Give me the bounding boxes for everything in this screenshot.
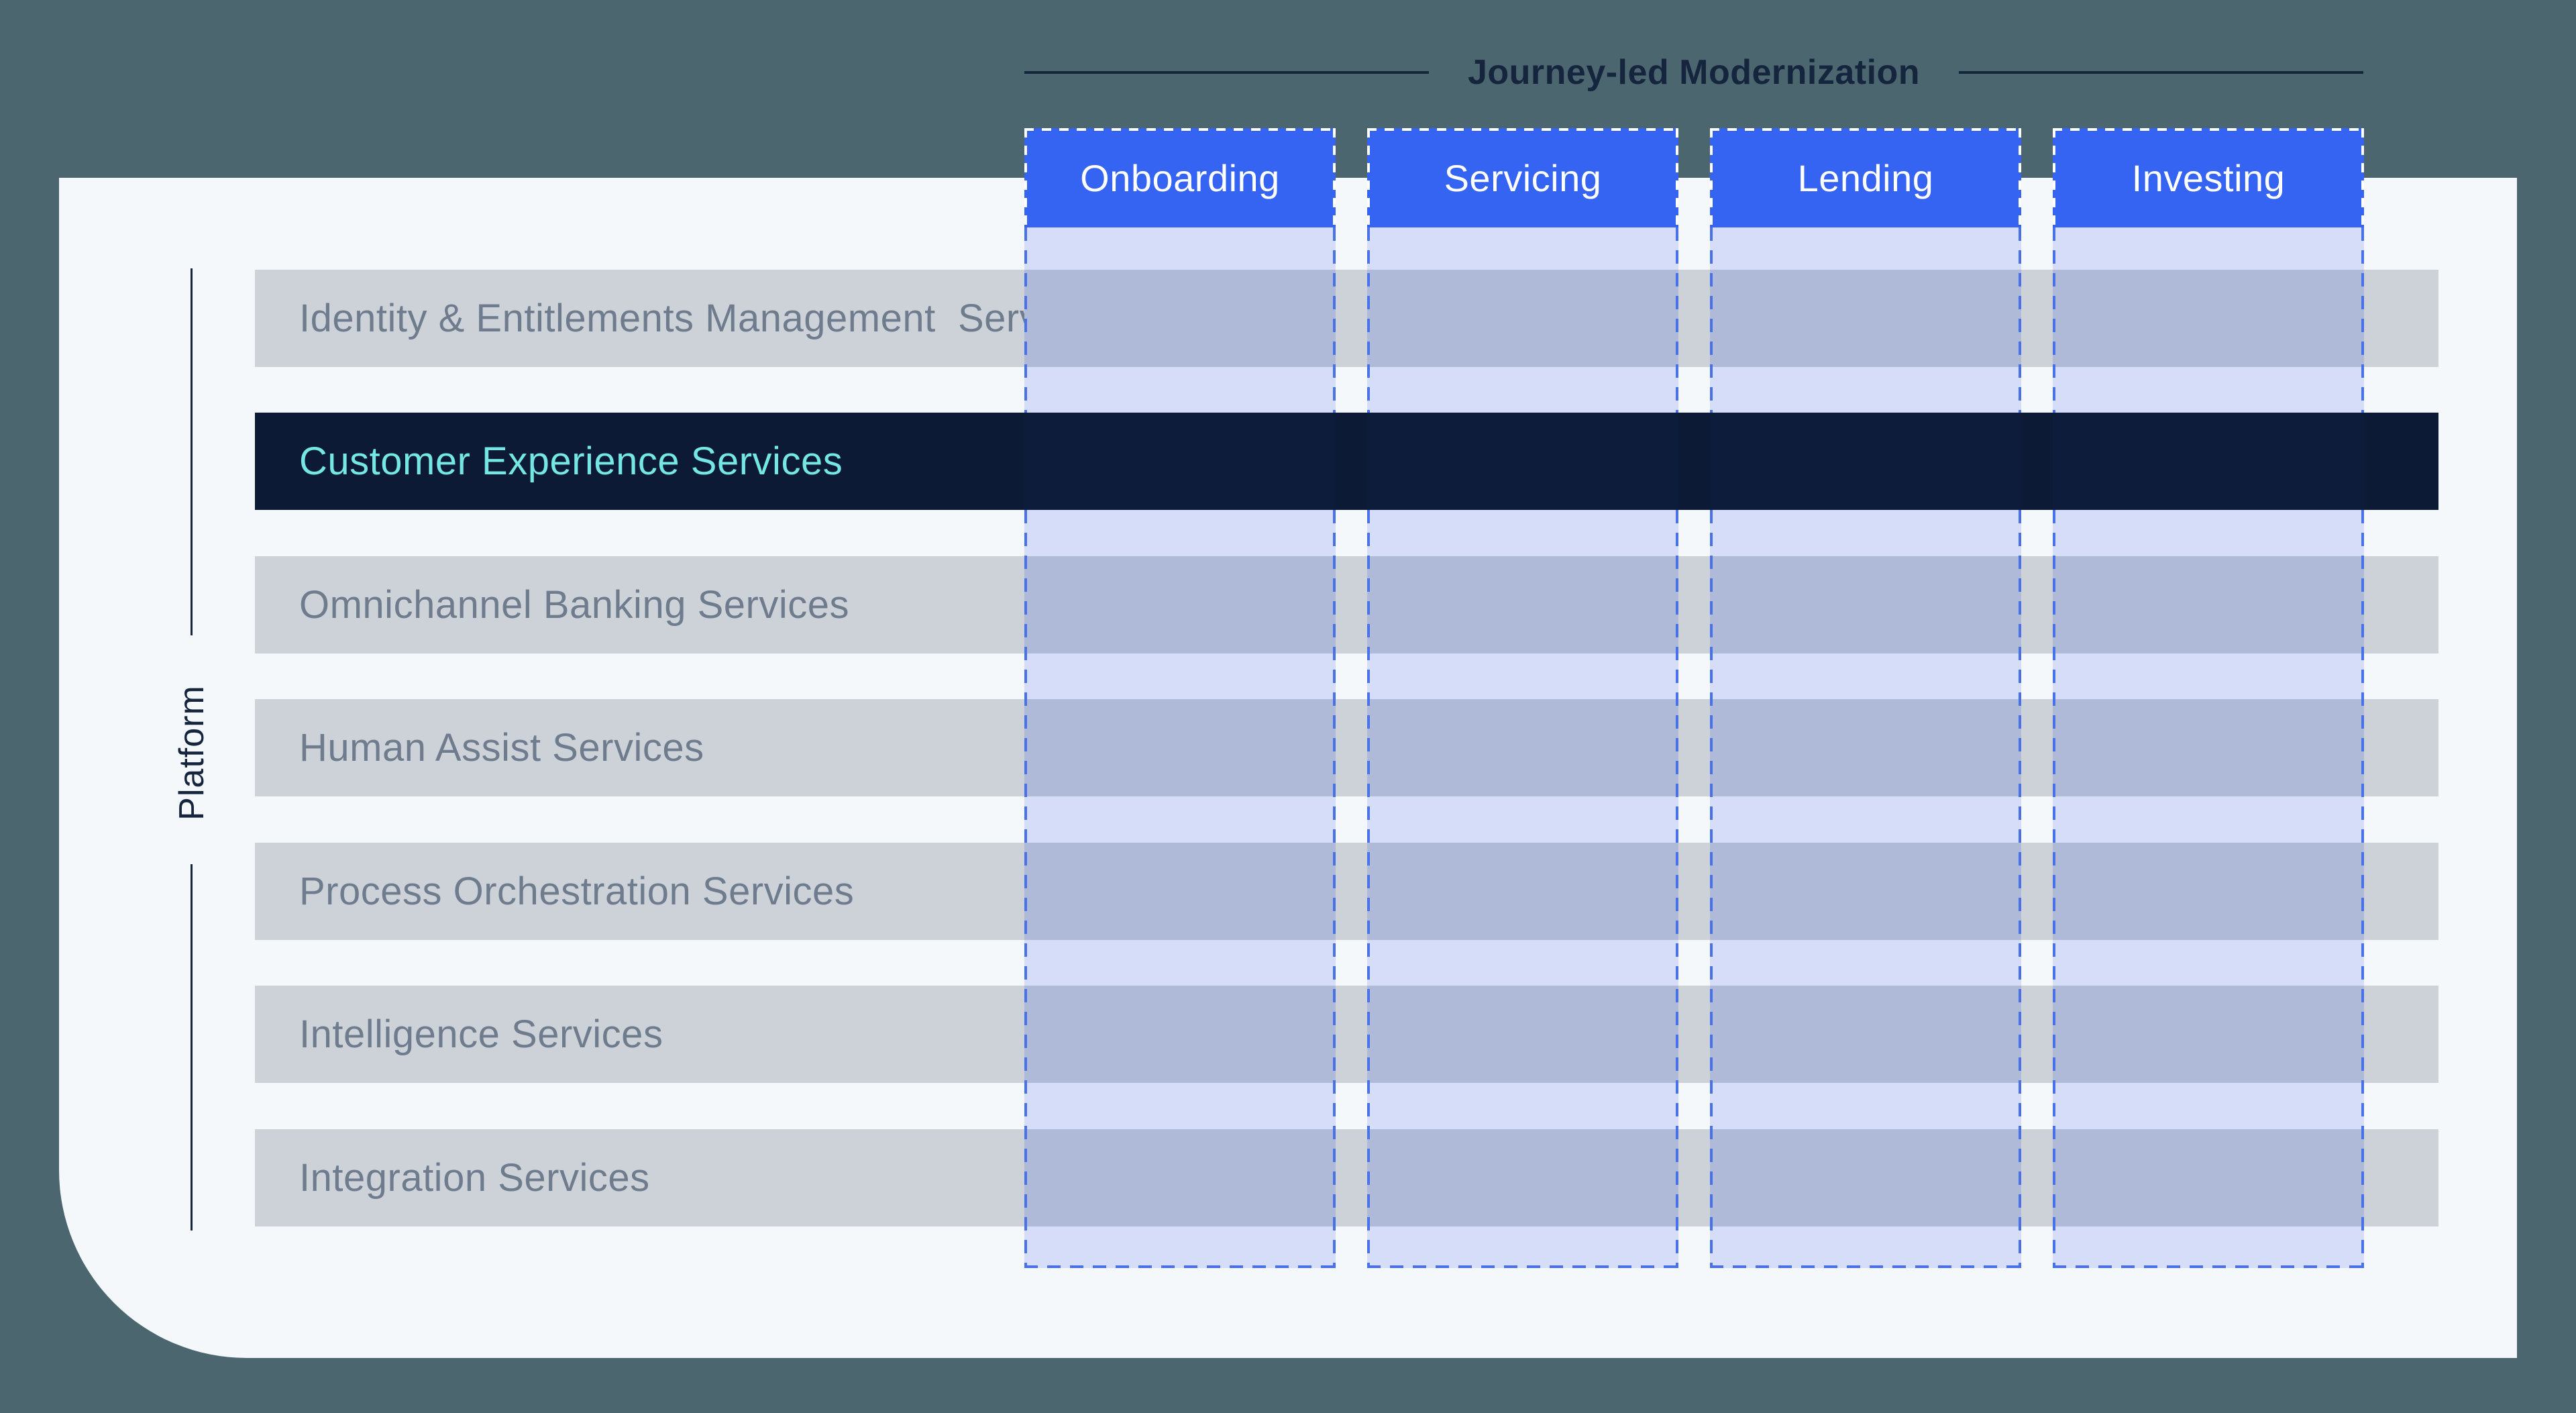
- column-stripe: [1367, 843, 1678, 940]
- column-stripe: [1024, 1129, 1336, 1226]
- journey-column-header: Servicing: [1367, 128, 1678, 227]
- service-row-label: Omnichannel Banking Services: [299, 583, 849, 627]
- header-dash-right: [2361, 128, 2364, 227]
- column-dash-bottom: [1367, 1265, 1678, 1268]
- column-dash-vertical: [1333, 510, 1336, 1268]
- column-stripe: [1710, 556, 2021, 653]
- column-dash-vertical: [2019, 227, 2021, 413]
- header-dash-left: [1710, 128, 1713, 227]
- column-stripe: [1710, 1129, 2021, 1226]
- column-dash-vertical: [2053, 227, 2055, 413]
- column-stripe: [1367, 556, 1678, 653]
- platform-label: Platform: [172, 685, 211, 821]
- service-row-label: Intelligence Services: [299, 1012, 663, 1056]
- service-row-label: Process Orchestration Services: [299, 870, 855, 913]
- column-stripe: [1024, 986, 1336, 1083]
- column-dash-vertical: [2361, 510, 2364, 1268]
- header-dash-left: [1367, 128, 1370, 227]
- journey-column-header: Investing: [2053, 128, 2364, 227]
- column-stripe: [2053, 270, 2364, 367]
- header-dash-left: [2053, 128, 2055, 227]
- service-row-label: Identity & Entitlements Management Servi…: [299, 297, 1110, 340]
- column-stripe: [1710, 270, 2021, 367]
- column-stripe: [1710, 986, 2021, 1083]
- journey-column-header-label: Investing: [2131, 156, 2286, 199]
- column-stripe: [1024, 556, 1336, 653]
- column-dash-vertical: [2053, 510, 2055, 1268]
- journey-title: Journey-led Modernization: [1467, 53, 1921, 92]
- column-stripe: [1367, 270, 1678, 367]
- column-stripe: [1024, 413, 1336, 510]
- journey-title-group: Journey-led Modernization: [1024, 52, 2364, 93]
- column-stripe: [2053, 1129, 2364, 1226]
- column-stripe: [1024, 843, 1336, 940]
- column-stripe: [2053, 413, 2364, 510]
- column-dash-vertical: [1676, 510, 1678, 1268]
- column-stripe: [1710, 699, 2021, 796]
- column-stripe: [1024, 270, 1336, 367]
- column-dash-vertical: [1710, 510, 1713, 1268]
- column-stripe: [1367, 699, 1678, 796]
- header-dash-right: [1676, 128, 1678, 227]
- header-dash-top: [2053, 128, 2364, 131]
- journey-column-overlay: [1710, 227, 2021, 1268]
- header-dash-left: [1024, 128, 1027, 227]
- column-stripe: [1710, 843, 2021, 940]
- column-dash-vertical: [1024, 510, 1027, 1268]
- column-stripe: [1367, 1129, 1678, 1226]
- journey-column-header-label: Onboarding: [1080, 156, 1280, 199]
- column-dash-vertical: [1367, 227, 1370, 413]
- journey-column-header-label: Lending: [1797, 156, 1934, 199]
- title-line-right: [1959, 71, 2364, 74]
- journey-column-header: Onboarding: [1024, 128, 1336, 227]
- column-stripe: [2053, 556, 2364, 653]
- column-dash-bottom: [2053, 1265, 2364, 1268]
- service-row-label: Customer Experience Services: [299, 439, 843, 483]
- column-dash-vertical: [2361, 227, 2364, 413]
- journey-column-header-label: Servicing: [1444, 156, 1602, 199]
- column-dash-bottom: [1710, 1265, 2021, 1268]
- column-dash-bottom: [1024, 1265, 1336, 1268]
- header-dash-top: [1024, 128, 1336, 131]
- journey-column-header: Lending: [1710, 128, 2021, 227]
- column-dash-vertical: [1333, 227, 1336, 413]
- column-stripe: [2053, 699, 2364, 796]
- column-dash-vertical: [1367, 510, 1370, 1268]
- column-dash-vertical: [2019, 510, 2021, 1268]
- journey-column-overlay: [1367, 227, 1678, 1268]
- column-dash-vertical: [1024, 227, 1027, 413]
- column-dash-vertical: [1710, 227, 1713, 413]
- column-stripe: [1367, 986, 1678, 1083]
- journey-column-overlay: [1024, 227, 1336, 1268]
- platform-axis-lower: [191, 864, 193, 1231]
- journey-column-overlay: [2053, 227, 2364, 1268]
- header-dash-top: [1367, 128, 1678, 131]
- service-row-label: Human Assist Services: [299, 726, 704, 770]
- column-stripe: [2053, 986, 2364, 1083]
- platform-axis-upper: [191, 268, 193, 635]
- column-dash-vertical: [1676, 227, 1678, 413]
- column-stripe: [1367, 413, 1678, 510]
- header-dash-right: [2019, 128, 2021, 227]
- header-dash-right: [1333, 128, 1336, 227]
- column-stripe: [1710, 413, 2021, 510]
- title-line-left: [1024, 71, 1429, 74]
- header-dash-top: [1710, 128, 2021, 131]
- column-stripe: [2053, 843, 2364, 940]
- column-stripe: [1024, 699, 1336, 796]
- service-row-label: Integration Services: [299, 1156, 650, 1200]
